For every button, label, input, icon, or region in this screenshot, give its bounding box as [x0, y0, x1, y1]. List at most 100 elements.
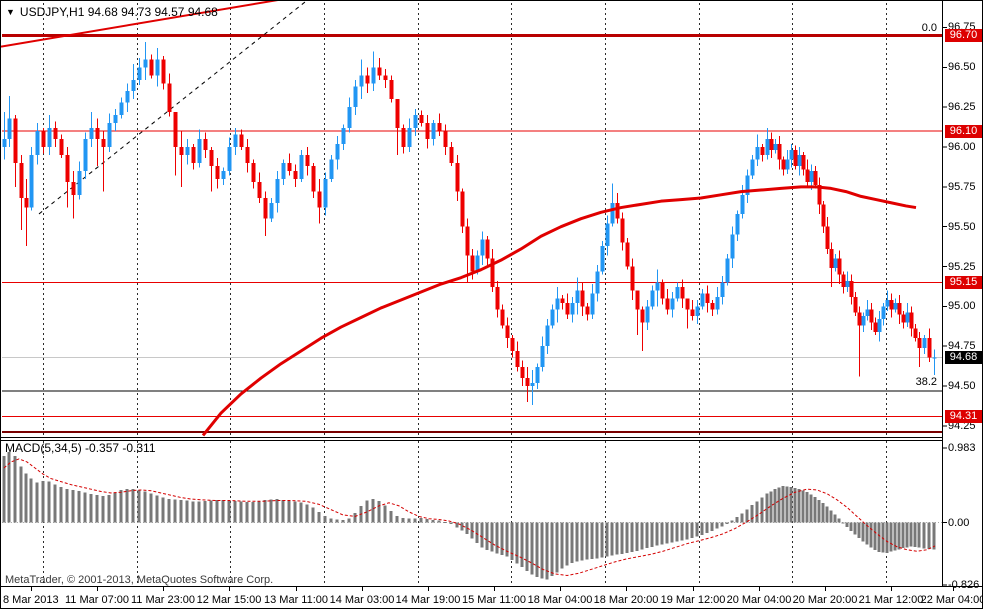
macd-histogram-bar: [740, 513, 744, 523]
macd-histogram-bar: [125, 488, 129, 523]
candle-body: [555, 298, 560, 310]
candle-body: [777, 143, 782, 160]
macd-histogram-bar: [19, 466, 23, 523]
macd-histogram-bar: [510, 522, 514, 560]
macd-histogram-bar: [610, 522, 614, 556]
candle-body: [53, 127, 58, 140]
macd-histogram-bar: [221, 499, 225, 523]
candle-body: [660, 282, 665, 299]
macd-histogram-bar: [251, 501, 255, 523]
candle-body: [233, 134, 238, 147]
macd-histogram-bar: [845, 522, 849, 528]
trendline-1[interactable]: [38, 1, 311, 215]
time-axis-label: 21 Mar 12:00: [858, 594, 924, 606]
macd-histogram-bar: [789, 486, 793, 523]
macd-histogram-bar: [857, 522, 861, 539]
macd-histogram-bar: [83, 492, 87, 523]
macd-histogram-bar: [670, 522, 674, 543]
candle-body: [857, 312, 862, 326]
macd-histogram-bar: [685, 522, 689, 540]
candle-body: [293, 170, 298, 179]
candle-body: [735, 213, 740, 235]
macd-histogram-bar: [917, 522, 921, 548]
macd-histogram-bar: [431, 519, 435, 523]
candle-body: [615, 202, 620, 219]
macd-histogram-bar: [560, 522, 564, 569]
macd-histogram-bar: [437, 520, 441, 523]
macd-histogram-bar: [263, 500, 267, 523]
candle-body: [715, 296, 720, 310]
candle-body: [877, 319, 882, 332]
macd-histogram-bar: [341, 519, 345, 523]
macd-histogram-bar: [495, 522, 499, 554]
macd-histogram-bar: [149, 493, 153, 523]
candle-body: [700, 293, 705, 307]
macd-histogram-bar: [383, 505, 387, 523]
candle-body: [495, 287, 500, 310]
candle-body: [505, 325, 510, 339]
macd-histogram-bar: [769, 491, 773, 523]
candle-body: [650, 290, 655, 307]
macd-histogram-bar: [7, 452, 11, 523]
macd-histogram-bar: [500, 522, 504, 556]
candle-body: [383, 75, 388, 81]
candle-body: [675, 287, 680, 299]
macd-histogram-bar: [131, 488, 135, 523]
chart-dropdown-icon[interactable]: ▼: [6, 7, 15, 17]
candle-body: [525, 378, 530, 387]
macd-indicator-label: MACD(5,34,5) -0.357 -0.311: [5, 441, 156, 455]
macd-histogram-bar: [395, 515, 399, 523]
macd-histogram-bar: [275, 499, 279, 523]
macd-histogram-bar: [730, 520, 734, 523]
macd-histogram-bar: [909, 522, 913, 547]
price-axis-label: 95.50: [948, 220, 976, 233]
macd-histogram-bar: [765, 493, 769, 523]
macd-histogram-bar: [833, 514, 837, 523]
candle-body: [845, 280, 850, 288]
macd-histogram-bar: [77, 491, 81, 523]
time-axis-label: 20 Mar 04:00: [726, 594, 792, 606]
macd-histogram-bar: [565, 522, 569, 566]
macd-histogram-bar: [293, 501, 297, 523]
chart-title-text: USDJPY,H1 94.68 94.73 94.57 94.68: [19, 5, 218, 19]
macd-histogram-bar: [287, 500, 291, 523]
time-axis-label: 15 Mar 11:00: [461, 594, 527, 606]
candle-body: [901, 314, 906, 323]
macd-histogram-bar: [809, 494, 813, 523]
macd-histogram-bar: [705, 522, 709, 534]
candle-body: [570, 303, 575, 315]
macd-histogram-bar: [600, 522, 604, 558]
macd-histogram-bar: [530, 522, 534, 575]
macd-histogram-bar: [655, 522, 659, 546]
macd-histogram-bar: [520, 522, 524, 568]
candle-body: [773, 143, 778, 151]
candle-body: [801, 154, 806, 170]
candle-body: [24, 197, 29, 208]
macd-histogram-bar: [877, 522, 881, 553]
price-axis-label: 94.50: [948, 380, 976, 392]
macd-histogram-bar: [813, 496, 817, 523]
macd-histogram-bar: [700, 522, 704, 535]
macd-histogram-bar: [419, 517, 423, 523]
candle-body: [837, 258, 842, 275]
moving-average-line[interactable]: [201, 185, 917, 437]
candle-body: [600, 245, 605, 272]
macd-histogram-bar: [785, 486, 789, 523]
candle-body: [881, 306, 886, 320]
macd-histogram-bar: [65, 488, 69, 523]
candle-body: [865, 309, 870, 316]
macd-histogram-bar: [239, 501, 243, 523]
candle-body: [640, 309, 645, 323]
candle-body: [730, 234, 735, 259]
candle-body: [610, 202, 615, 224]
candle-body: [889, 299, 894, 310]
candle-body: [740, 194, 745, 214]
candle-body: [347, 107, 352, 128]
macd-histogram-bar: [873, 522, 877, 550]
macd-histogram-bar: [269, 499, 273, 523]
time-axis-label: 14 Mar 03:00: [329, 594, 395, 606]
candle-body: [215, 166, 220, 179]
macd-histogram-bar: [299, 502, 303, 523]
trendline-0[interactable]: [1, 1, 285, 48]
